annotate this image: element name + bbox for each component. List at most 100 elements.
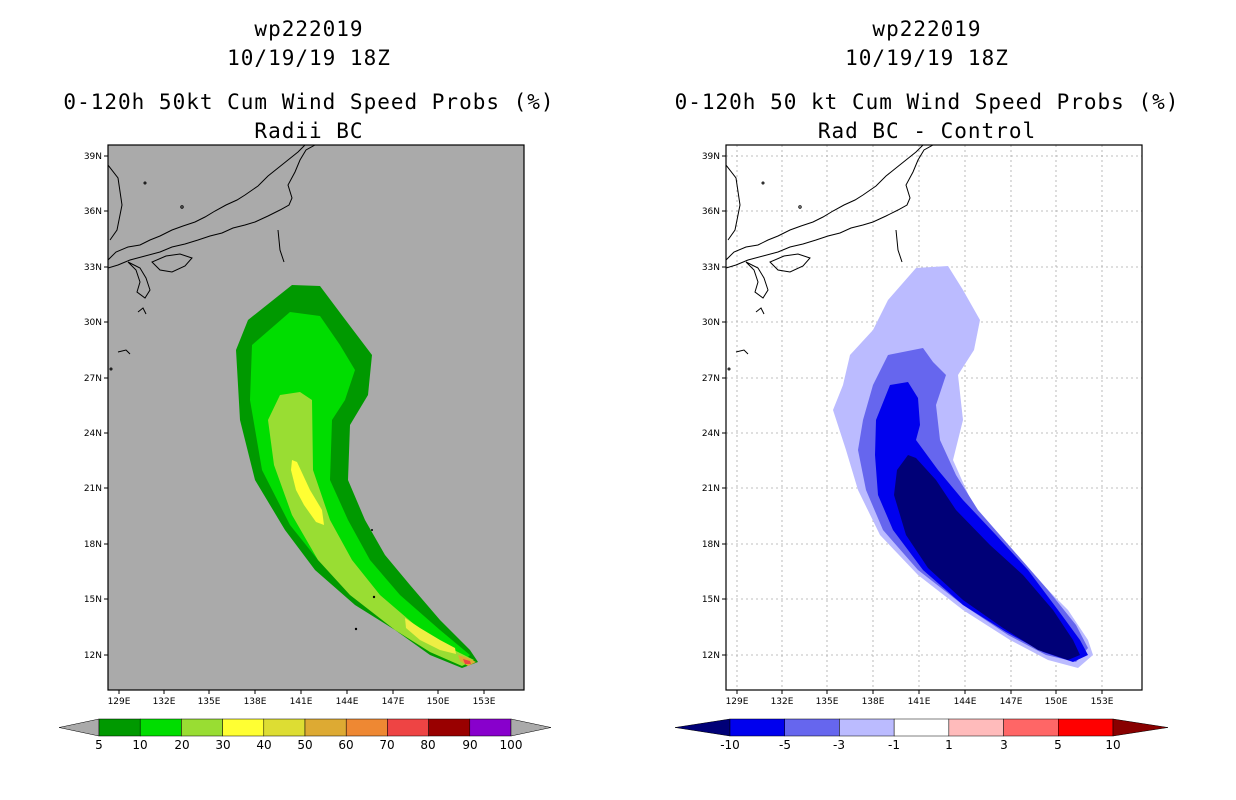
lon-tick: 138E [862,697,885,707]
island-markers [354,529,376,631]
colorbar-box [1058,718,1114,737]
colorbar-label: 70 [379,738,394,752]
lat-axis: 39N 36N 33N 30N 27N 24N 21N 18N 15N 12N [84,152,108,661]
colorbar-label: 80 [420,738,435,752]
date-title: 10/19/19 18Z [227,46,391,70]
lat-tick: 12N [702,651,720,661]
lon-axis: 129E 132E 135E 138E 141E 144E 147E 150E … [726,690,1114,707]
lon-tick: 150E [427,697,450,707]
colorbar-label: 60 [338,738,353,752]
lon-tick: 132E [771,697,794,707]
colorbar-right [674,718,1169,737]
colorbar-box [469,718,512,737]
storm-id-title: wp222019 [254,17,364,41]
colorbar-box [784,718,840,737]
lat-tick: 21N [702,484,720,494]
prob-contour-30-south [405,618,456,654]
colorbar-box [1003,718,1059,737]
colorbar-label: 90 [462,738,477,752]
panel-radii-bc: wp222019 10/19/19 18Z 0-120h 50kt Cum Wi… [58,17,555,752]
colorbar-box [263,718,306,737]
colorbar-labels-right: -10 -5 -3 -1 1 3 5 10 [720,738,1120,752]
lat-tick: 18N [702,540,720,550]
lon-tick: 141E [908,697,931,707]
lon-tick: 132E [153,697,176,707]
lon-tick: 135E [816,697,839,707]
colorbar-box [304,718,347,737]
colorbar-box [387,718,429,737]
lat-tick: 27N [702,374,720,384]
lat-tick: 15N [702,595,720,605]
colorbar-arrow-low [674,718,731,737]
colorbar-label: 40 [256,738,271,752]
map-frame [725,144,1143,691]
colorbar-label: 100 [500,738,523,752]
colorbar-box [98,718,141,737]
prob-contour-20 [268,392,474,666]
colorbar-box [139,718,182,737]
lon-tick: 138E [244,697,267,707]
colorbar-box [948,718,1004,737]
map-frame [107,144,525,691]
product-title: 0-120h 50kt Cum Wind Speed Probs (%) [63,90,555,114]
colorbar-labels-left: 5 10 20 30 40 50 60 70 80 90 100 [95,738,522,752]
colorbar-label: 3 [1000,738,1008,752]
experiment-title: Rad BC - Control [817,119,1037,143]
lon-axis: 129E 132E 135E 138E 141E 144E 147E 150E … [108,690,496,707]
lon-tick: 129E [726,697,749,707]
lon-tick: 147E [1000,697,1023,707]
panel-rad-bc-control: wp222019 10/19/19 18Z 0-120h 50 kt Cum W… [618,0,1236,800]
lat-tick: 27N [84,374,102,384]
colorbar-label: -5 [779,738,791,752]
lon-tick: 147E [382,697,405,707]
colorbar-label: -1 [888,738,900,752]
prob-contour-60 [463,659,471,664]
colorbar-label: -3 [833,738,845,752]
lon-tick: 153E [473,697,496,707]
colorbar-arrow-high [510,718,552,737]
lat-tick: 24N [702,429,720,439]
colorbar-label: 30 [215,738,230,752]
lat-tick: 36N [702,207,720,217]
coastline-japan [726,145,934,371]
lat-tick: 33N [702,263,720,273]
colorbar-arrow-high [1112,718,1169,737]
date-title: 10/19/19 18Z [845,46,1009,70]
diff-contour-minus10 [894,455,1080,660]
colorbar-box [181,718,223,737]
coastline-japan [108,145,316,371]
colorbar-label: 1 [945,738,953,752]
lat-tick: 21N [84,484,102,494]
lon-tick: 144E [954,697,977,707]
colorbar-box [222,718,265,737]
lon-tick: 129E [108,697,131,707]
lat-axis: 39N 36N 33N 30N 27N 24N 21N 18N 15N 12N [702,152,726,661]
product-title: 0-120h 50 kt Cum Wind Speed Probs (%) [674,90,1180,114]
lon-tick: 135E [198,697,221,707]
colorbar-label: -10 [720,738,740,752]
storm-id-title: wp222019 [872,17,982,41]
colorbar-box [839,718,895,737]
lat-tick: 39N [84,152,102,162]
lat-tick: 30N [702,318,720,328]
colorbar-label: 5 [1054,738,1062,752]
map-left: 39N 36N 33N 30N 27N 24N 21N 18N 15N 12N … [58,144,552,752]
colorbar-label: 20 [174,738,189,752]
lon-tick: 150E [1045,697,1068,707]
lon-tick: 144E [336,697,359,707]
lat-tick: 18N [84,540,102,550]
colorbar-label: 5 [95,738,103,752]
lat-tick: 36N [84,207,102,217]
lat-tick: 33N [84,263,102,273]
experiment-title: Radii BC [254,119,364,143]
lat-tick: 24N [84,429,102,439]
colorbar-label: 50 [297,738,312,752]
grid-lines [726,145,1142,690]
colorbar-box [428,718,471,737]
colorbar-box [729,718,785,737]
colorbar-left [58,718,552,737]
map-right: 39N 36N 33N 30N 27N 24N 21N 18N 15N 12N … [674,144,1169,752]
colorbar-arrow-low [58,718,100,737]
lat-tick: 39N [702,152,720,162]
prob-contour-30 [291,460,324,525]
